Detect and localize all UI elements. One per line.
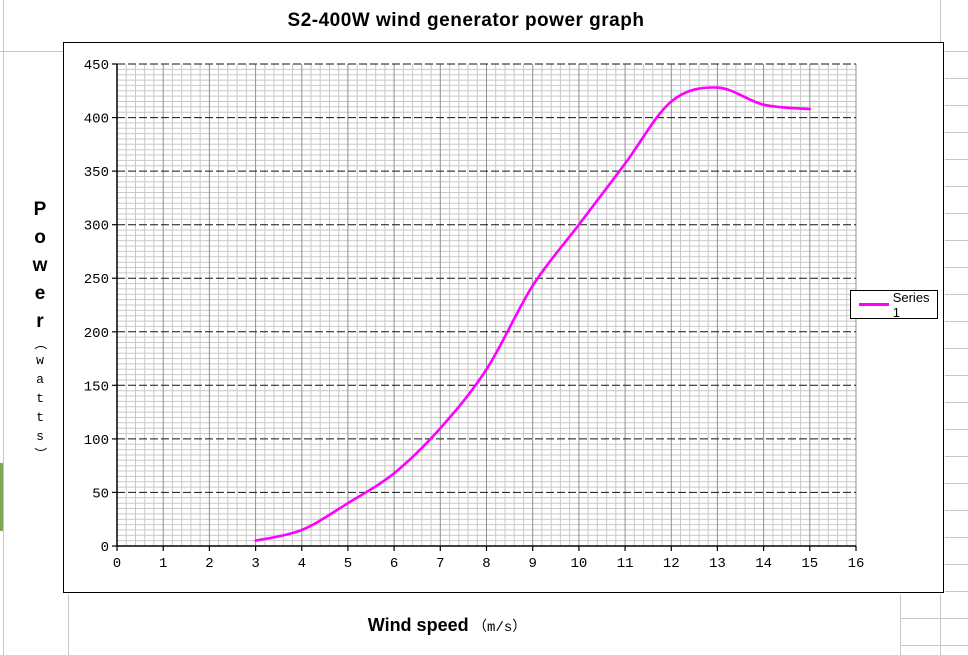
spreadsheet-row-lines [945, 51, 968, 652]
x-axis-title: Wind speed （m/s） [117, 615, 777, 636]
y-tick-label: 300 [84, 219, 109, 235]
x-tick-label: 15 [801, 556, 818, 572]
x-axis-title-text: Wind speed [367, 615, 469, 635]
x-tick-label: 6 [390, 556, 398, 572]
spreadsheet-gridline [3, 0, 4, 655]
x-tick-label: 9 [528, 556, 536, 572]
x-tick-label: 16 [848, 556, 865, 572]
x-tick-label: 10 [570, 556, 587, 572]
spreadsheet-gridline [900, 594, 901, 655]
legend-series-line [859, 303, 889, 306]
y-tick-label: 200 [84, 326, 109, 342]
x-tick-label: 13 [709, 556, 726, 572]
x-tick-label: 3 [251, 556, 259, 572]
x-tick-label: 0 [113, 556, 121, 572]
legend-series-label: Series 1 [892, 289, 930, 320]
x-tick-label: 8 [482, 556, 490, 572]
x-tick-label: 5 [344, 556, 352, 572]
y-tick-label: 100 [84, 433, 109, 449]
x-tick-label: 4 [298, 556, 306, 572]
y-tick-label: 350 [84, 165, 109, 181]
y-tick-label: 150 [84, 379, 109, 395]
y-tick-label: 50 [92, 486, 109, 502]
y-tick-label: 400 [84, 112, 109, 128]
green-marker [0, 463, 3, 531]
spreadsheet-gridline [940, 0, 941, 42]
x-tick-label: 11 [617, 556, 634, 572]
spreadsheet-gridline [0, 51, 63, 52]
x-tick-label: 12 [663, 556, 680, 572]
y-tick-label: 0 [101, 540, 109, 556]
legend[interactable]: Series 1 [850, 289, 938, 320]
spreadsheet-gridline [940, 594, 941, 655]
y-axis-title-unit: （w a t t s） [32, 336, 48, 461]
spreadsheet-gridline [900, 645, 968, 646]
spreadsheet-gridline [900, 618, 968, 619]
x-tick-label: 14 [755, 556, 772, 572]
y-tick-label: 250 [84, 272, 109, 288]
x-tick-label: 2 [205, 556, 213, 572]
series-line[interactable] [254, 86, 812, 542]
spreadsheet-gridline [68, 594, 69, 655]
chart-title: S2-400W wind generator power graph [287, 10, 645, 31]
axis-ticks-and-labels: 0 1 2 3 4 5 6 7 8 9 10 11 12 13 14 15 160501001502002503… [84, 58, 865, 572]
x-axis-title-unit: （m/s） [473, 620, 527, 636]
x-tick-label: 1 [159, 556, 167, 572]
y-tick-label: 450 [84, 58, 109, 74]
x-tick-label: 7 [436, 556, 444, 572]
